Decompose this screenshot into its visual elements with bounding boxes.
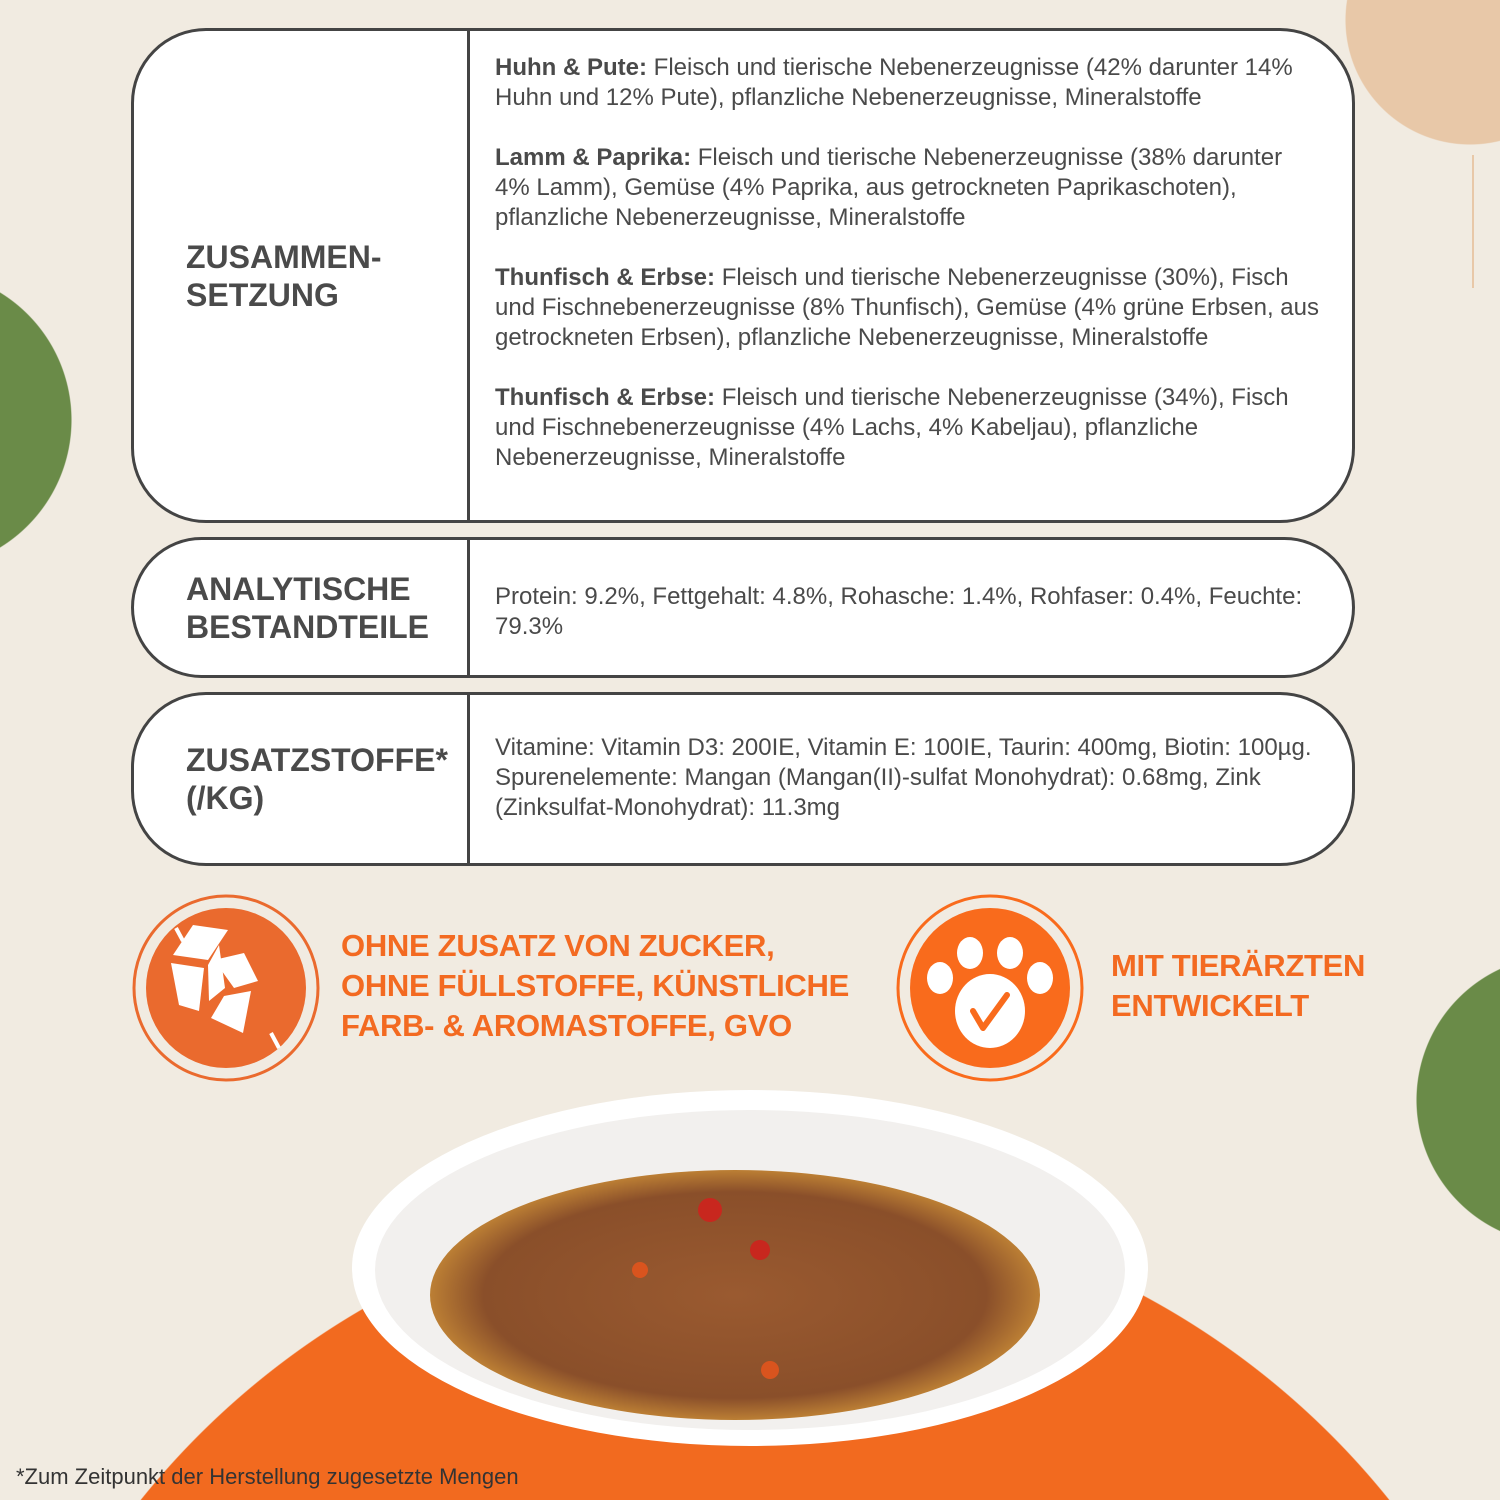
divider xyxy=(467,540,470,675)
composition-card: ZUSAMMEN- SETZUNG Huhn & Pute: Fleisch u… xyxy=(131,28,1355,523)
variant-ingredients: Fleisch und tierische Nebenerzeugnisse (… xyxy=(495,54,1293,111)
variant-name: Thunfisch & Erbse: xyxy=(495,384,716,411)
additives-text: Vitamine: Vitamin D3: 200IE, Vitamin E: … xyxy=(495,734,1312,821)
variant-ingredients: Fleisch und tierische Nebenerzeugnisse (… xyxy=(495,384,1289,471)
no-sugar-cubes-icon xyxy=(132,894,320,1082)
composition-item: Huhn & Pute: Fleisch und tierische Neben… xyxy=(495,53,1322,113)
divider xyxy=(467,31,470,520)
additives-heading: ZUSATZSTOFFE* (/KG) xyxy=(186,742,448,816)
composition-item: Thunfisch & Erbse: Fleisch und tierische… xyxy=(495,383,1322,473)
vet-developed-claim: MIT TIERÄRZTEN ENTWICKELT xyxy=(1111,948,1366,1023)
variant-name: Thunfisch & Erbse: xyxy=(495,264,716,291)
variant-ingredients: Fleisch und tierische Nebenerzeugnisse (… xyxy=(495,264,1320,351)
additives-card: ZUSATZSTOFFE* (/KG) Vitamine: Vitamin D3… xyxy=(131,692,1355,866)
composition-body: Huhn & Pute: Fleisch und tierische Neben… xyxy=(495,53,1322,503)
divider xyxy=(467,695,470,863)
variant-name: Huhn & Pute: xyxy=(495,54,647,81)
footnote: *Zum Zeitpunkt der Herstellung zugesetzt… xyxy=(16,1464,519,1489)
composition-item: Lamm & Paprika: Fleisch und tierische Ne… xyxy=(495,143,1322,233)
analytical-card: ANALYTISCHE BESTANDTEILE Protein: 9.2%, … xyxy=(131,537,1355,678)
food-bowl-image xyxy=(352,1090,1148,1446)
paw-check-icon xyxy=(896,894,1084,1082)
vertical-line-decoration xyxy=(1472,155,1474,288)
variant-name: Lamm & Paprika: xyxy=(495,144,692,171)
no-additives-claim: OHNE ZUSATZ VON ZUCKER, OHNE FÜLLSTOFFE,… xyxy=(341,928,849,1043)
composition-item: Thunfisch & Erbse: Fleisch und tierische… xyxy=(495,263,1322,353)
composition-heading: ZUSAMMEN- SETZUNG xyxy=(186,238,382,313)
analytical-text: Protein: 9.2%, Fettgehalt: 4.8%, Rohasch… xyxy=(495,583,1303,640)
analytical-heading: ANALYTISCHE BESTANDTEILE xyxy=(186,570,429,645)
variant-ingredients: Fleisch und tierische Nebenerzeugnisse (… xyxy=(495,144,1283,231)
